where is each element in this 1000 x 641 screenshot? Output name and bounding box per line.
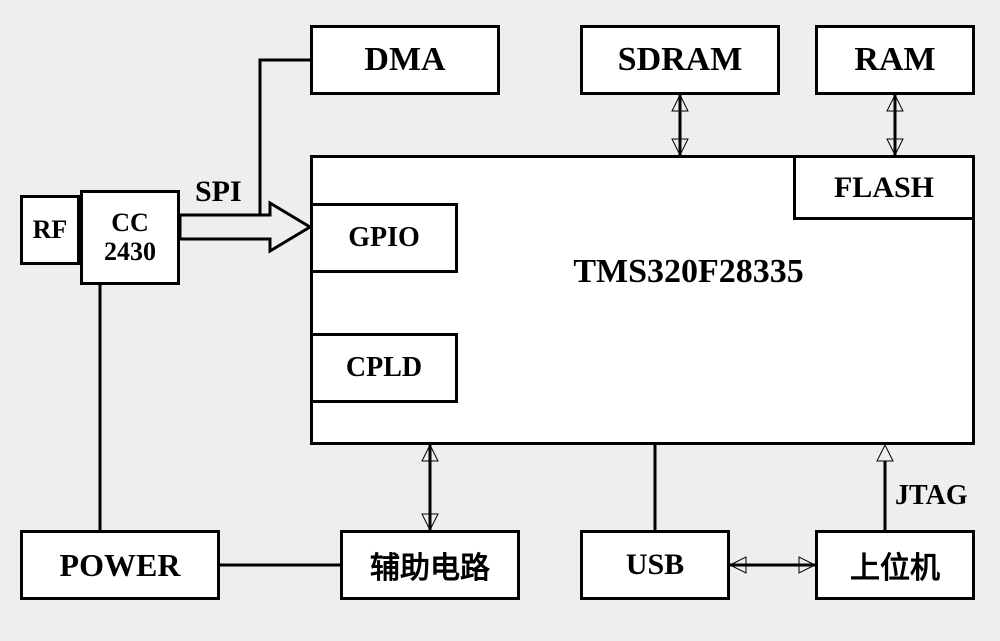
cpld-label: CPLD bbox=[346, 352, 422, 384]
cc2430-block: CC 2430 bbox=[80, 190, 180, 285]
gpio-label: GPIO bbox=[348, 222, 420, 254]
sdram-label: SDRAM bbox=[618, 41, 743, 79]
dsp-label: TMS320F28335 bbox=[573, 253, 803, 291]
ram-dsp-arrow-down bbox=[887, 139, 903, 155]
usb-host-arrow-right bbox=[799, 557, 815, 573]
dma-label: DMA bbox=[364, 41, 445, 79]
spi-label: SPI bbox=[195, 175, 242, 209]
dma-to-spi-line bbox=[260, 60, 310, 215]
sdram-block: SDRAM bbox=[580, 25, 780, 95]
dsp-block: TMS320F28335 FLASH GPIO CPLD bbox=[310, 155, 975, 445]
host-label: 上位机 bbox=[850, 543, 940, 587]
flash-block: FLASH bbox=[793, 158, 972, 220]
rf-label: RF bbox=[33, 215, 68, 245]
dma-block: DMA bbox=[310, 25, 500, 95]
cc2430-label-bot: 2430 bbox=[104, 238, 156, 267]
power-block: POWER bbox=[20, 530, 220, 600]
diagram-stage: DMA SDRAM RAM RF CC 2430 TMS320F28335 FL… bbox=[0, 0, 1000, 641]
aux-label: 辅助电路 bbox=[370, 543, 490, 587]
cc2430-label-top: CC bbox=[111, 209, 149, 238]
dsp-aux-arrow-down bbox=[422, 514, 438, 530]
aux-block: 辅助电路 bbox=[340, 530, 520, 600]
rf-block: RF bbox=[20, 195, 80, 265]
sdram-dsp-arrow-down bbox=[672, 139, 688, 155]
jtag-label: JTAG bbox=[895, 480, 968, 512]
usb-block: USB bbox=[580, 530, 730, 600]
host-block: 上位机 bbox=[815, 530, 975, 600]
sdram-dsp-arrow-up bbox=[672, 95, 688, 111]
cpld-block: CPLD bbox=[313, 333, 458, 403]
usb-label: USB bbox=[626, 548, 684, 582]
ram-block: RAM bbox=[815, 25, 975, 95]
usb-host-arrow-left bbox=[730, 557, 746, 573]
ram-dsp-arrow-up bbox=[887, 95, 903, 111]
power-label: POWER bbox=[60, 547, 181, 584]
host-dsp-arrow-up bbox=[877, 445, 893, 461]
gpio-block: GPIO bbox=[313, 203, 458, 273]
ram-label: RAM bbox=[854, 41, 935, 79]
spi-hollow-arrow bbox=[180, 203, 310, 251]
dsp-aux-arrow-up bbox=[422, 445, 438, 461]
flash-label: FLASH bbox=[834, 171, 934, 205]
